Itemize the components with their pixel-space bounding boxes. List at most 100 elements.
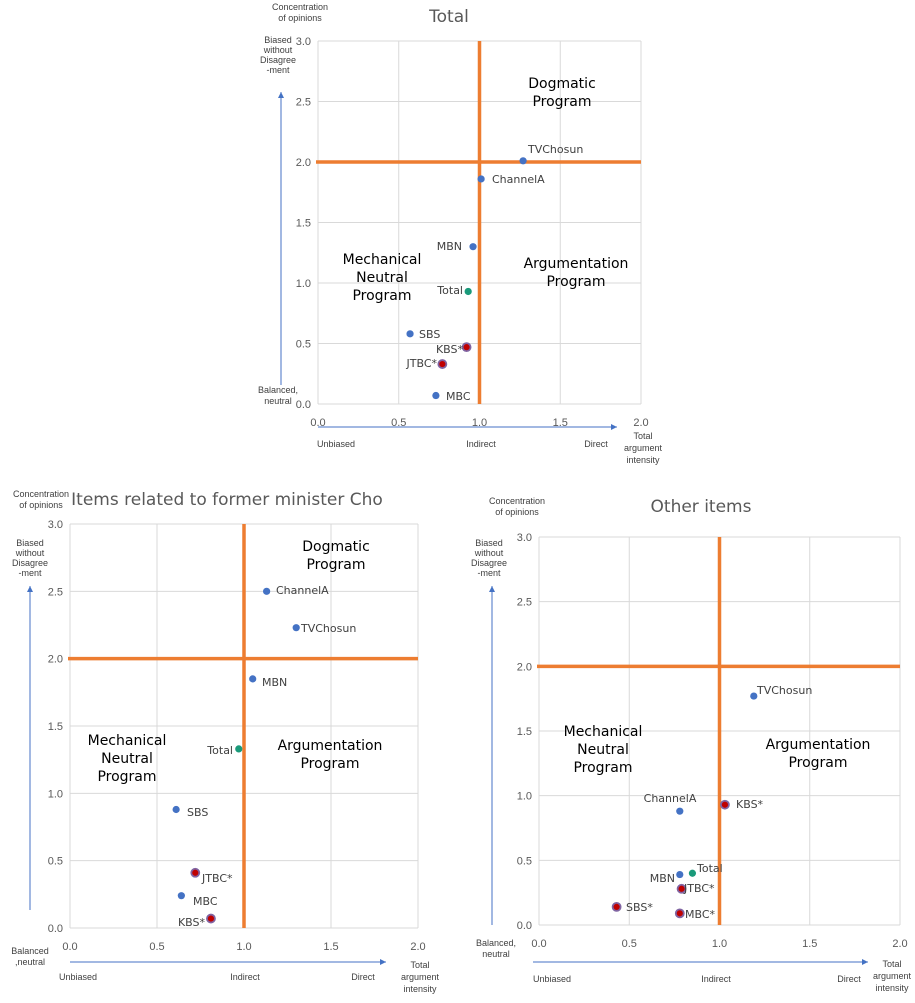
chart2-label-mbc: MBC xyxy=(193,895,218,908)
chart2-label-tvchosun: TVChosun xyxy=(300,622,356,635)
chart2-region-mechanical: Neutral xyxy=(101,751,153,767)
chart3-point-total xyxy=(688,869,697,877)
chart3-label-jtbc: JTBC* xyxy=(683,882,715,895)
chart1-y-tick-label: 0.5 xyxy=(296,339,311,351)
chart2-x-axis-label: argument xyxy=(401,972,440,982)
chart1-region-mechanical: Neutral xyxy=(356,270,408,286)
chart3-y-top-label: -ment xyxy=(477,568,501,578)
chart2-region-dogmatic: Dogmatic xyxy=(302,539,370,555)
chart1-y-top-label: Biased xyxy=(264,35,292,45)
chart1-y-tick-label: 0.0 xyxy=(296,399,311,411)
chart3-x-indirect-label: Indirect xyxy=(701,974,731,984)
chart2-title: Items related to former minister Cho xyxy=(71,490,383,510)
chart2-y-tick-label: 0.0 xyxy=(48,923,63,935)
chart1-region-mechanical: Program xyxy=(352,288,411,304)
chart3-point-mbc xyxy=(674,908,685,919)
chart2-y-tick-label: 3.0 xyxy=(48,519,63,531)
chart1-x-tick-label: 2.0 xyxy=(633,417,648,429)
chart1-y-bottom-label: Balanced, xyxy=(258,385,298,395)
chart3-region-mechanical: Mechanical xyxy=(564,724,643,740)
chart1-x-axis-label: intensity xyxy=(626,455,660,465)
chart3-x-tick-label: 1.0 xyxy=(712,938,727,950)
chart1-region-dogmatic: Program xyxy=(532,94,591,110)
chart1-label-sbs: SBS xyxy=(419,328,440,341)
chart3-point-channela xyxy=(676,807,684,815)
chart2-y-axis-label: of opinions xyxy=(19,500,63,510)
chart2-region-mechanical: Program xyxy=(97,769,156,785)
chart1-y-axis-label: of opinions xyxy=(278,13,322,23)
chart3-x-axis-label: intensity xyxy=(875,983,909,993)
chart2-point-sbs xyxy=(172,805,180,814)
chart1-point-tvchosun xyxy=(519,157,527,165)
chart3-label-kbs: KBS* xyxy=(736,798,764,811)
chart1-x-direct-label: Direct xyxy=(584,439,608,449)
chart2-point-kbs xyxy=(206,913,216,924)
chart1-x-tick-label: 1.0 xyxy=(472,417,487,429)
chart3-y-tick-label: 1.5 xyxy=(517,726,532,738)
chart3-y-top-label: Biased xyxy=(475,538,503,548)
chart2-x-axis-label: Total xyxy=(410,960,429,970)
chart3-y-tick-label: 1.0 xyxy=(517,791,532,803)
chart2-region-argumentation: Argumentation xyxy=(278,738,383,754)
chart2-point-tvchosun xyxy=(292,624,300,632)
chart3-region-mechanical: Neutral xyxy=(577,742,629,758)
chart3-label-mbc: MBC* xyxy=(685,908,716,921)
chart1-y-axis-label: Concentration xyxy=(272,2,328,12)
chart2-point-total xyxy=(235,745,243,753)
chart1-label-mbn: MBN xyxy=(437,240,462,253)
chart2-point-jtbc xyxy=(190,867,201,878)
chart3-x-direct-label: Direct xyxy=(837,974,861,984)
chart3-point-jtbc xyxy=(676,883,687,894)
chart1-y-top-label: Disagree xyxy=(260,55,296,65)
chart1-y-tick-label: 2.0 xyxy=(296,157,311,169)
chart2-y-top-label: -ment xyxy=(18,568,42,578)
chart2-y-tick-label: 1.5 xyxy=(48,721,63,733)
chart1-region-argumentation: Argumentation xyxy=(524,256,629,272)
chart3-x-tick-label: 2.0 xyxy=(892,938,907,950)
chart3-y-axis-label: Concentration xyxy=(489,496,545,506)
chart1-x-tick-label: 1.5 xyxy=(553,417,568,429)
chart1-region-argumentation: Program xyxy=(546,274,605,290)
chart3-y-bottom-label: Balanced, xyxy=(476,938,516,948)
chart1-x-axis-label: argument xyxy=(624,443,663,453)
chart1-x-unbiased-label: Unbiased xyxy=(317,439,355,449)
chart1-y-tick-label: 2.5 xyxy=(296,97,311,109)
chart3-point-kbs xyxy=(720,799,730,810)
chart1-region-dogmatic: Dogmatic xyxy=(528,76,596,92)
chart2-x-direct-label: Direct xyxy=(351,972,375,982)
chart3-y-tick-label: 3.0 xyxy=(517,532,532,544)
chart2-y-tick-label: 0.5 xyxy=(48,856,63,868)
chart3-point-sbs xyxy=(611,901,622,912)
chart3-y-tick-label: 2.5 xyxy=(517,597,532,609)
chart2-x-tick-label: 0.0 xyxy=(62,941,77,953)
chart2-y-top-label: without xyxy=(15,548,45,558)
chart1-point-mbc xyxy=(432,391,440,400)
chart3-x-tick-label: 1.5 xyxy=(802,938,817,950)
chart3-x-unbiased-label: Unbiased xyxy=(533,974,571,984)
chart1-point-kbs xyxy=(461,342,472,353)
chart1-point-mbn xyxy=(469,243,477,251)
chart1-title: Total xyxy=(428,7,469,27)
chart3-y-axis-label: of opinions xyxy=(495,507,539,517)
chart2-y-tick-label: 1.0 xyxy=(48,788,63,800)
chart1-x-tick-label: 0.0 xyxy=(310,417,325,429)
chart2-label-kbs: KBS* xyxy=(178,916,206,929)
chart3-point-mbn xyxy=(676,870,684,879)
chart3-y-tick-label: 2.0 xyxy=(517,661,532,673)
chart2-y-axis-label: Concentration xyxy=(13,489,69,499)
chart2-x-tick-label: 2.0 xyxy=(410,941,425,953)
chart1-label-kbs: KBS* xyxy=(436,343,464,356)
chart3-y-tick-label: 0.5 xyxy=(517,855,532,867)
chart1-y-tick-label: 3.0 xyxy=(296,36,311,48)
chart3-label-tvchosun: TVChosun xyxy=(756,684,812,697)
chart1-y-tick-label: 1.0 xyxy=(296,278,311,290)
chart1-label-jtbc: JTBC* xyxy=(406,357,438,370)
chart2-x-axis-label: intensity xyxy=(403,984,437,994)
chart2-region-dogmatic: Program xyxy=(306,557,365,573)
chart1-region-mechanical: Mechanical xyxy=(343,252,422,268)
chart1-label-mbc: MBC xyxy=(446,390,471,403)
chart2-y-bottom-label: ,neutral xyxy=(15,957,45,967)
chart2-point-mbc xyxy=(177,892,185,900)
chart1-point-sbs xyxy=(406,330,414,338)
